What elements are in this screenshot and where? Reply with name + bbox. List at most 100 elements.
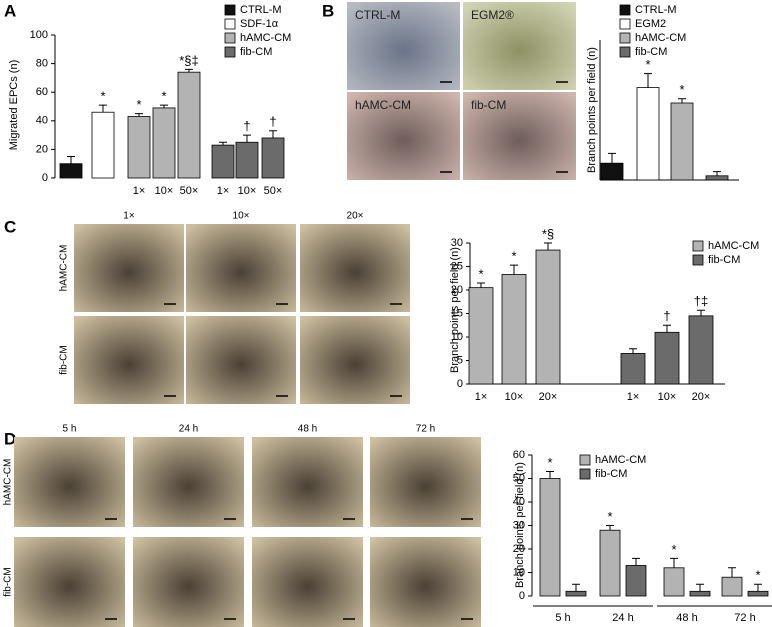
- x-tick-label: 1×: [627, 391, 640, 403]
- legend-swatch: [224, 18, 236, 30]
- bar: [152, 107, 176, 179]
- x-tick-label: 10×: [155, 185, 174, 197]
- error-bar: [629, 348, 637, 354]
- column-label: 10×: [233, 211, 250, 222]
- x-tick-label: 1×: [133, 185, 146, 197]
- micrograph: [14, 537, 125, 627]
- column-label: 72 h: [416, 424, 435, 435]
- legend-swatch: [224, 32, 236, 44]
- legend-label: fib-CM: [635, 46, 667, 58]
- micrograph: [252, 437, 363, 527]
- y-tick-label: 15: [451, 307, 463, 319]
- y-tick-label: 10: [451, 331, 463, 343]
- y-tick-label: 25: [451, 260, 463, 272]
- error-bar: [713, 171, 721, 176]
- micrograph: [186, 224, 296, 312]
- x-tick-label: 10×: [658, 391, 677, 403]
- legend-label: hAMC-CM: [635, 32, 686, 44]
- bar: [501, 274, 527, 385]
- y-axis-label: Branch points per field (n): [514, 462, 526, 588]
- legend-label: hAMC-CM: [240, 32, 291, 44]
- bar: [705, 175, 729, 181]
- error-bar: [663, 324, 671, 333]
- error-bar: [269, 130, 277, 138]
- x-tick-label: 48 h: [676, 612, 697, 624]
- column-label: 48 h: [298, 424, 317, 435]
- significance-label: *: [679, 82, 684, 97]
- y-tick-label: 5: [457, 354, 463, 366]
- y-tick-label: 30: [513, 519, 525, 531]
- legend-swatch: [224, 4, 236, 16]
- bar: [468, 287, 494, 385]
- bar: [261, 137, 285, 179]
- legend-swatch: [619, 4, 631, 16]
- legend-swatch: [692, 240, 704, 252]
- y-tick-label: 40: [36, 115, 48, 127]
- significance-label: *: [511, 249, 516, 264]
- bar: [211, 144, 235, 179]
- x-tick-label: 5 h: [555, 612, 570, 624]
- bar: [539, 478, 561, 597]
- x-tick-label: 10×: [505, 391, 524, 403]
- bar: [177, 71, 201, 179]
- bar: [670, 102, 694, 181]
- y-tick-label: 40: [513, 496, 525, 508]
- column-label: 24 h: [179, 424, 198, 435]
- significance-label: †: [269, 114, 276, 129]
- bar: [620, 353, 646, 385]
- error-bar: [606, 525, 614, 531]
- y-axis-label: Branch points per field (n): [586, 47, 598, 173]
- micrograph: [74, 224, 184, 312]
- legend-label: hAMC-CM: [708, 240, 759, 252]
- bar: [636, 87, 660, 181]
- significance-label: *: [161, 89, 166, 104]
- significance-label: †‡: [694, 294, 708, 309]
- micrograph: [133, 537, 244, 627]
- y-tick-label: 60: [513, 449, 525, 461]
- significance-label: *: [671, 542, 676, 557]
- legend-label: fib-CM: [595, 468, 627, 480]
- micrograph: [133, 437, 244, 527]
- micrograph: [300, 224, 410, 312]
- bar: [663, 567, 685, 597]
- micrograph-label: hAMC-CM: [355, 98, 411, 112]
- legend-label: hAMC-CM: [595, 454, 646, 466]
- error-bar: [632, 557, 640, 566]
- y-tick-label: 20: [451, 284, 463, 296]
- legend-swatch: [619, 32, 631, 44]
- bar: [721, 576, 743, 597]
- panel-label: C: [4, 217, 16, 236]
- error-bar: [670, 557, 678, 568]
- significance-label: *: [478, 266, 483, 281]
- legend-label: CTRL-M: [240, 4, 282, 16]
- y-tick-label: 80: [36, 58, 48, 70]
- panel-label: D: [4, 429, 16, 448]
- micrograph: [74, 316, 184, 404]
- micrograph: [370, 537, 481, 627]
- bar: [59, 163, 83, 179]
- error-bar: [160, 104, 168, 108]
- y-axis-label: Branch points per field (n): [449, 247, 461, 373]
- x-tick-label: 20×: [539, 391, 558, 403]
- row-label: fib-CM: [59, 345, 70, 374]
- legend-swatch: [224, 46, 236, 58]
- y-tick-label: 50: [513, 472, 525, 484]
- x-tick-label: 1×: [475, 391, 488, 403]
- micrograph: [252, 537, 363, 627]
- error-bar: [754, 583, 762, 592]
- micrograph: [463, 2, 576, 90]
- error-bar: [477, 282, 485, 288]
- micrograph: [300, 316, 410, 404]
- micrograph: [347, 2, 460, 90]
- micrograph: [186, 316, 296, 404]
- micrograph: [370, 437, 481, 527]
- panel-label: B: [322, 1, 334, 20]
- x-tick-label: 20×: [692, 391, 711, 403]
- significance-label: *: [136, 97, 141, 112]
- bar: [535, 249, 561, 385]
- legend-label: fib-CM: [240, 46, 272, 58]
- error-bar: [99, 104, 107, 113]
- bar: [689, 590, 711, 597]
- significance-label: *: [607, 509, 612, 524]
